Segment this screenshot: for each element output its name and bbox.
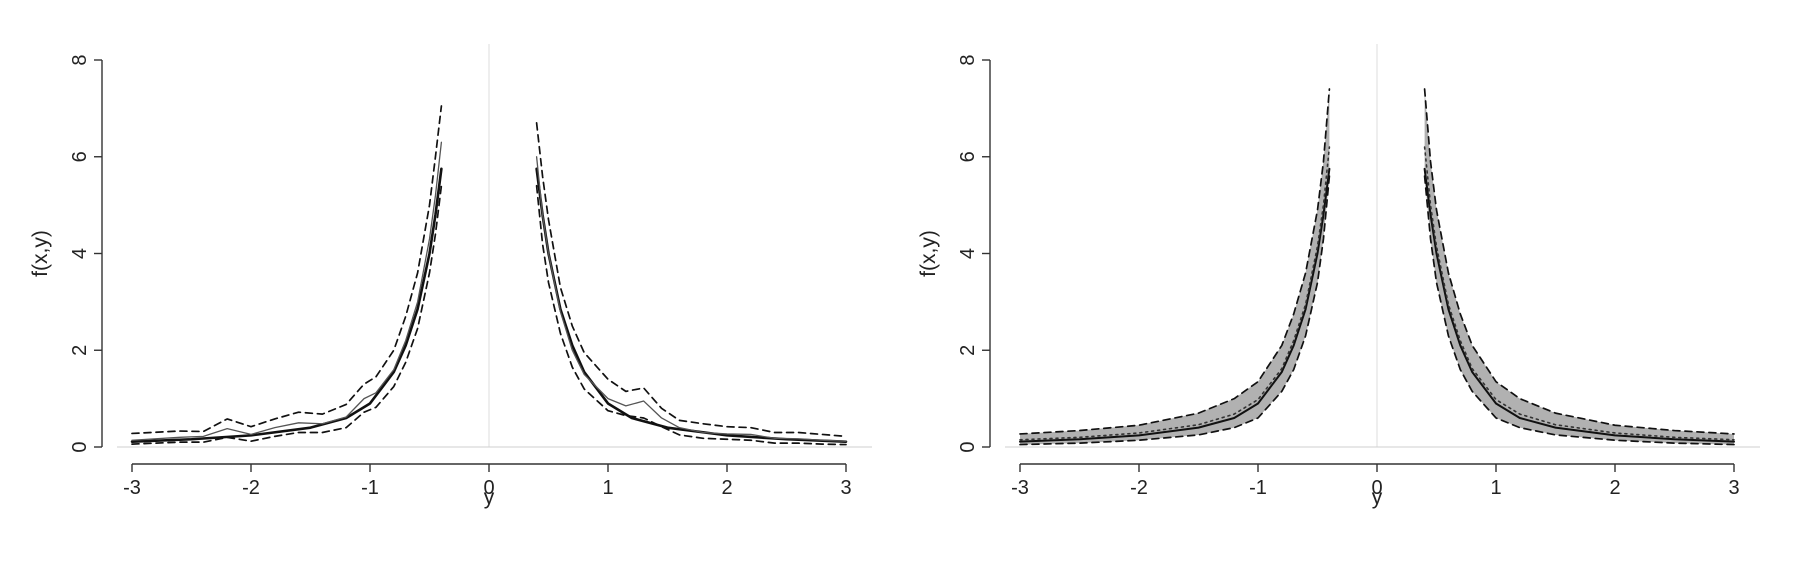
x-tick-label: -1	[1249, 477, 1267, 499]
x-tick-label: 0	[483, 477, 494, 499]
y-tick-label: 6	[957, 151, 979, 162]
y-tick-label: 8	[69, 54, 91, 65]
x-tick-label: 1	[602, 477, 613, 499]
x-tick-label: -2	[1130, 477, 1148, 499]
true-density-curve-left	[130, 167, 443, 443]
mean-estimate-curve-right	[1423, 146, 1735, 441]
true-density-curve-right	[1423, 167, 1735, 443]
y-tick-label: 0	[957, 441, 979, 452]
y-tick-label: 2	[957, 345, 979, 356]
x-tick-label: 0	[1371, 477, 1382, 499]
x-tick-label: 1	[1490, 477, 1501, 499]
right-density-panel: -3 -2 -1 0 1 2 3 0 2 4 6 8 y f(x,y)	[917, 44, 1760, 509]
band-lower-curve-right	[1423, 175, 1735, 446]
x-axis-title: y	[484, 486, 495, 509]
band-upper-curve-right	[1423, 88, 1735, 435]
x-tick-label: 2	[1609, 477, 1620, 499]
lower-band-curve-left	[131, 184, 443, 445]
y-tick-label: 4	[69, 248, 91, 259]
true-density-curve-right	[535, 167, 848, 443]
y-axis-title: f(x,y)	[917, 230, 940, 277]
upper-band-curve-right	[535, 122, 847, 438]
lower-band-curve-right	[535, 184, 847, 446]
x-tick-label: -3	[1011, 477, 1029, 499]
left-density-panel: -3 -2 -1 0 1 2 3 0 2 4 6 8 y f(x,y)	[29, 44, 872, 509]
true-density-curve-left	[1019, 167, 1331, 443]
upper-band-curve-left	[131, 105, 443, 435]
mean-estimate-curve-left	[1019, 146, 1331, 441]
x-tick-label: -3	[123, 477, 141, 499]
y-tick-label: 6	[69, 151, 91, 162]
band-upper-curve-left	[1019, 88, 1331, 435]
estimate-curve-right	[535, 156, 847, 442]
y-tick-label: 2	[69, 345, 91, 356]
x-tick-label: -2	[242, 477, 260, 499]
y-axis-title: f(x,y)	[29, 230, 52, 277]
band-lower-curve-left	[1019, 175, 1331, 446]
confidence-band-right	[1424, 89, 1734, 445]
x-tick-label: -1	[361, 477, 379, 499]
x-tick-label: 2	[721, 477, 732, 499]
estimate-curve-left	[131, 141, 443, 441]
confidence-band-left	[1020, 89, 1330, 445]
x-tick-label: 3	[1728, 477, 1739, 499]
x-tick-label: 3	[840, 477, 851, 499]
y-tick-label: 8	[957, 54, 979, 65]
y-tick-label: 4	[957, 248, 979, 259]
x-axis-title: y	[1372, 486, 1383, 509]
y-tick-label: 0	[69, 441, 91, 452]
